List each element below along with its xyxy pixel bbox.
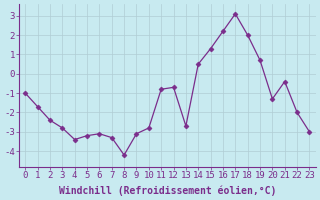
X-axis label: Windchill (Refroidissement éolien,°C): Windchill (Refroidissement éolien,°C) [59,185,276,196]
